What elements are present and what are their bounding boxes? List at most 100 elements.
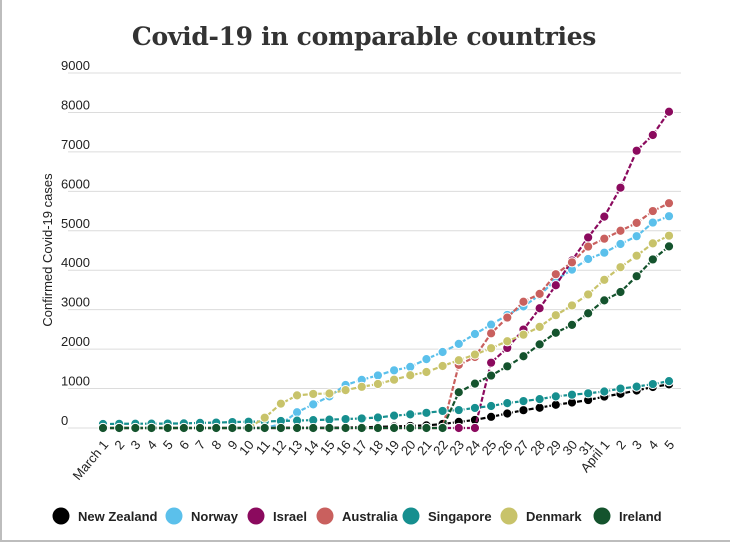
norway-point — [421, 354, 432, 365]
denmark-point — [502, 336, 513, 347]
series-singapore — [97, 376, 675, 430]
legend-swatch — [316, 507, 334, 525]
israel-point — [599, 211, 610, 222]
y-tick-label: 0 — [61, 413, 68, 428]
ireland-point — [146, 422, 157, 434]
denmark-point — [340, 385, 351, 396]
ireland-point — [599, 295, 610, 306]
ireland-point — [615, 286, 626, 298]
legend-item-australia[interactable]: Australia — [316, 507, 399, 525]
x-tick-label: 2 — [613, 437, 629, 452]
y-tick-label: 9000 — [61, 58, 90, 73]
norway-point — [291, 407, 303, 418]
denmark-point — [566, 300, 578, 311]
australia-point — [647, 205, 658, 217]
denmark-point — [372, 378, 384, 390]
y-tick-label: 4000 — [61, 255, 90, 270]
ireland-point — [437, 422, 448, 434]
legend-label: Denmark — [526, 509, 582, 524]
legend-item-singapore[interactable]: Singapore — [402, 507, 492, 525]
singapore-point — [550, 391, 561, 402]
ireland-point — [340, 422, 351, 434]
ireland-point — [647, 254, 658, 265]
denmark-point — [663, 230, 675, 241]
denmark-point — [259, 412, 270, 423]
legend-label: Australia — [342, 509, 398, 524]
ireland-point — [243, 422, 254, 434]
ireland-point — [291, 422, 303, 434]
australia-point — [631, 217, 642, 228]
legend-item-new-zealand[interactable]: New Zealand — [52, 507, 158, 525]
ireland-point — [518, 351, 529, 362]
ireland-point — [308, 422, 319, 434]
ireland-point — [259, 422, 270, 434]
legend-item-norway[interactable]: Norway — [165, 507, 239, 525]
y-tick-label: 6000 — [61, 176, 90, 191]
norway-point — [647, 217, 658, 228]
ireland-point — [469, 378, 481, 389]
y-tick-label: 2000 — [61, 334, 90, 349]
legend-swatch — [402, 507, 420, 525]
legend-label: Ireland — [619, 509, 662, 524]
singapore-point — [421, 407, 432, 418]
ireland-point — [453, 387, 464, 398]
ireland-point — [631, 271, 642, 282]
denmark-point — [647, 238, 658, 249]
australia-point — [502, 312, 513, 323]
australia-point — [534, 288, 545, 299]
singapore-point — [534, 394, 545, 405]
y-axis-ticks: 0 1000 2000 3000 4000 5000 6000 7000 8000 9000 — [61, 58, 90, 428]
singapore-point — [518, 395, 529, 407]
norway-point — [372, 370, 384, 381]
norway-point — [388, 365, 400, 376]
new-zealand-point — [486, 411, 497, 422]
ireland-point — [114, 422, 125, 434]
israel-point — [647, 129, 658, 141]
legend-swatch — [165, 507, 183, 525]
legend-label: Israel — [273, 509, 307, 524]
norway-point — [486, 319, 497, 330]
series-lines — [97, 106, 675, 434]
australia-point — [615, 225, 626, 236]
legend-item-israel[interactable]: Israel — [247, 507, 307, 525]
singapore-point — [405, 409, 416, 420]
legend-item-ireland[interactable]: Ireland — [593, 507, 662, 525]
denmark-point — [534, 321, 545, 332]
y-tick-label: 5000 — [61, 216, 90, 231]
x-tick-label: March 1 — [70, 437, 112, 483]
ireland-point — [421, 422, 432, 434]
legend-swatch — [500, 507, 518, 525]
x-tick-label: 3 — [629, 437, 645, 452]
gridlines — [68, 72, 681, 429]
ireland-point — [275, 422, 286, 434]
x-tick-label: 5 — [661, 437, 677, 452]
singapore-point — [599, 386, 610, 397]
denmark-point — [583, 289, 594, 300]
singapore-point — [486, 400, 497, 412]
israel-point — [615, 182, 626, 193]
australia-point — [663, 198, 675, 209]
denmark-point — [356, 381, 367, 392]
new-zealand-point — [534, 402, 545, 413]
x-tick-label: 7 — [192, 437, 208, 452]
singapore-point — [631, 381, 642, 392]
norway-point — [469, 328, 481, 340]
australia-point — [583, 241, 594, 252]
denmark-point — [421, 366, 432, 378]
israel-point — [631, 145, 642, 156]
legend-item-denmark[interactable]: Denmark — [500, 507, 583, 525]
y-axis-label: Confirmed Covid-19 cases — [40, 173, 55, 327]
singapore-point — [356, 413, 367, 424]
israel-point — [583, 232, 594, 243]
denmark-point — [599, 274, 610, 285]
norway-point — [437, 346, 448, 358]
norway-point — [631, 231, 642, 242]
legend-label: Norway — [191, 509, 239, 524]
ireland-point — [388, 422, 400, 434]
singapore-point — [437, 405, 448, 417]
singapore-point — [324, 414, 335, 425]
x-tick-label: 8 — [208, 437, 224, 452]
y-tick-label: 3000 — [61, 295, 90, 310]
